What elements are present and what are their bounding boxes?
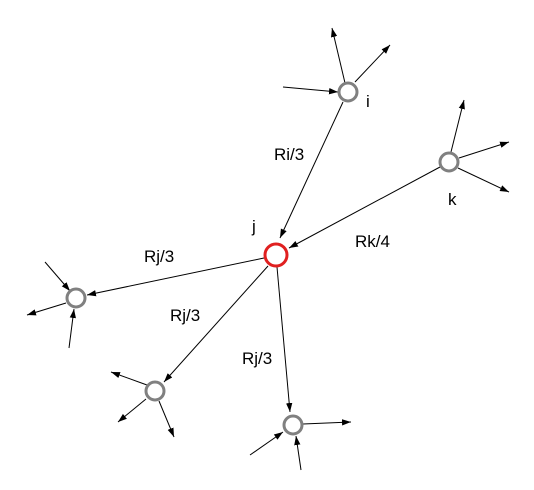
- edge-label-j-to-bottom: Rj/3: [242, 349, 272, 368]
- edge-k-out-up: [450, 99, 465, 153]
- edge-label-i-to-j: Ri/3: [274, 145, 304, 164]
- node-bottom-left: [144, 380, 166, 402]
- edge-left-out-left: [26, 302, 67, 316]
- node-j-label: j: [251, 217, 256, 236]
- edge-in-to-i: [282, 86, 339, 95]
- edge-bl-out-upleft: [110, 371, 148, 386]
- node-j: [263, 242, 289, 268]
- edge-in-to-bottom-from-below: [294, 435, 302, 471]
- edge-i-out-upright: [354, 44, 391, 83]
- node-left: [65, 287, 87, 309]
- node-i-label: i: [366, 92, 370, 111]
- edge-label-j-to-bottom-left: Rj/3: [170, 306, 200, 325]
- edge-bl-out-downleft: [117, 398, 147, 423]
- node-k-label: k: [448, 190, 457, 209]
- edge-i-to-j: [279, 101, 344, 239]
- edge-k-out-right: [458, 141, 510, 159]
- edge-label-j-to-left: Rj/3: [144, 247, 174, 266]
- edge-label-k-to-j: Rk/4: [355, 232, 390, 251]
- edge-j-to-bottom-left: [163, 265, 269, 383]
- edge-left-out-up: [68, 308, 76, 349]
- edge-k-out-downright: [457, 167, 510, 193]
- edge-bottom-out-right: [302, 419, 352, 426]
- edge-j-to-bottom: [276, 266, 293, 413]
- edge-in-to-left-from-top: [44, 261, 71, 292]
- edge-in-to-bottom-from-left: [249, 431, 284, 456]
- edge-k-to-j: [288, 166, 441, 249]
- edge-bl-out-down: [158, 400, 175, 438]
- node-i: [337, 81, 359, 103]
- node-bottom: [282, 414, 304, 436]
- node-k: [438, 151, 460, 173]
- edge-i-out-up: [331, 27, 346, 84]
- edge-j-to-left: [86, 257, 265, 297]
